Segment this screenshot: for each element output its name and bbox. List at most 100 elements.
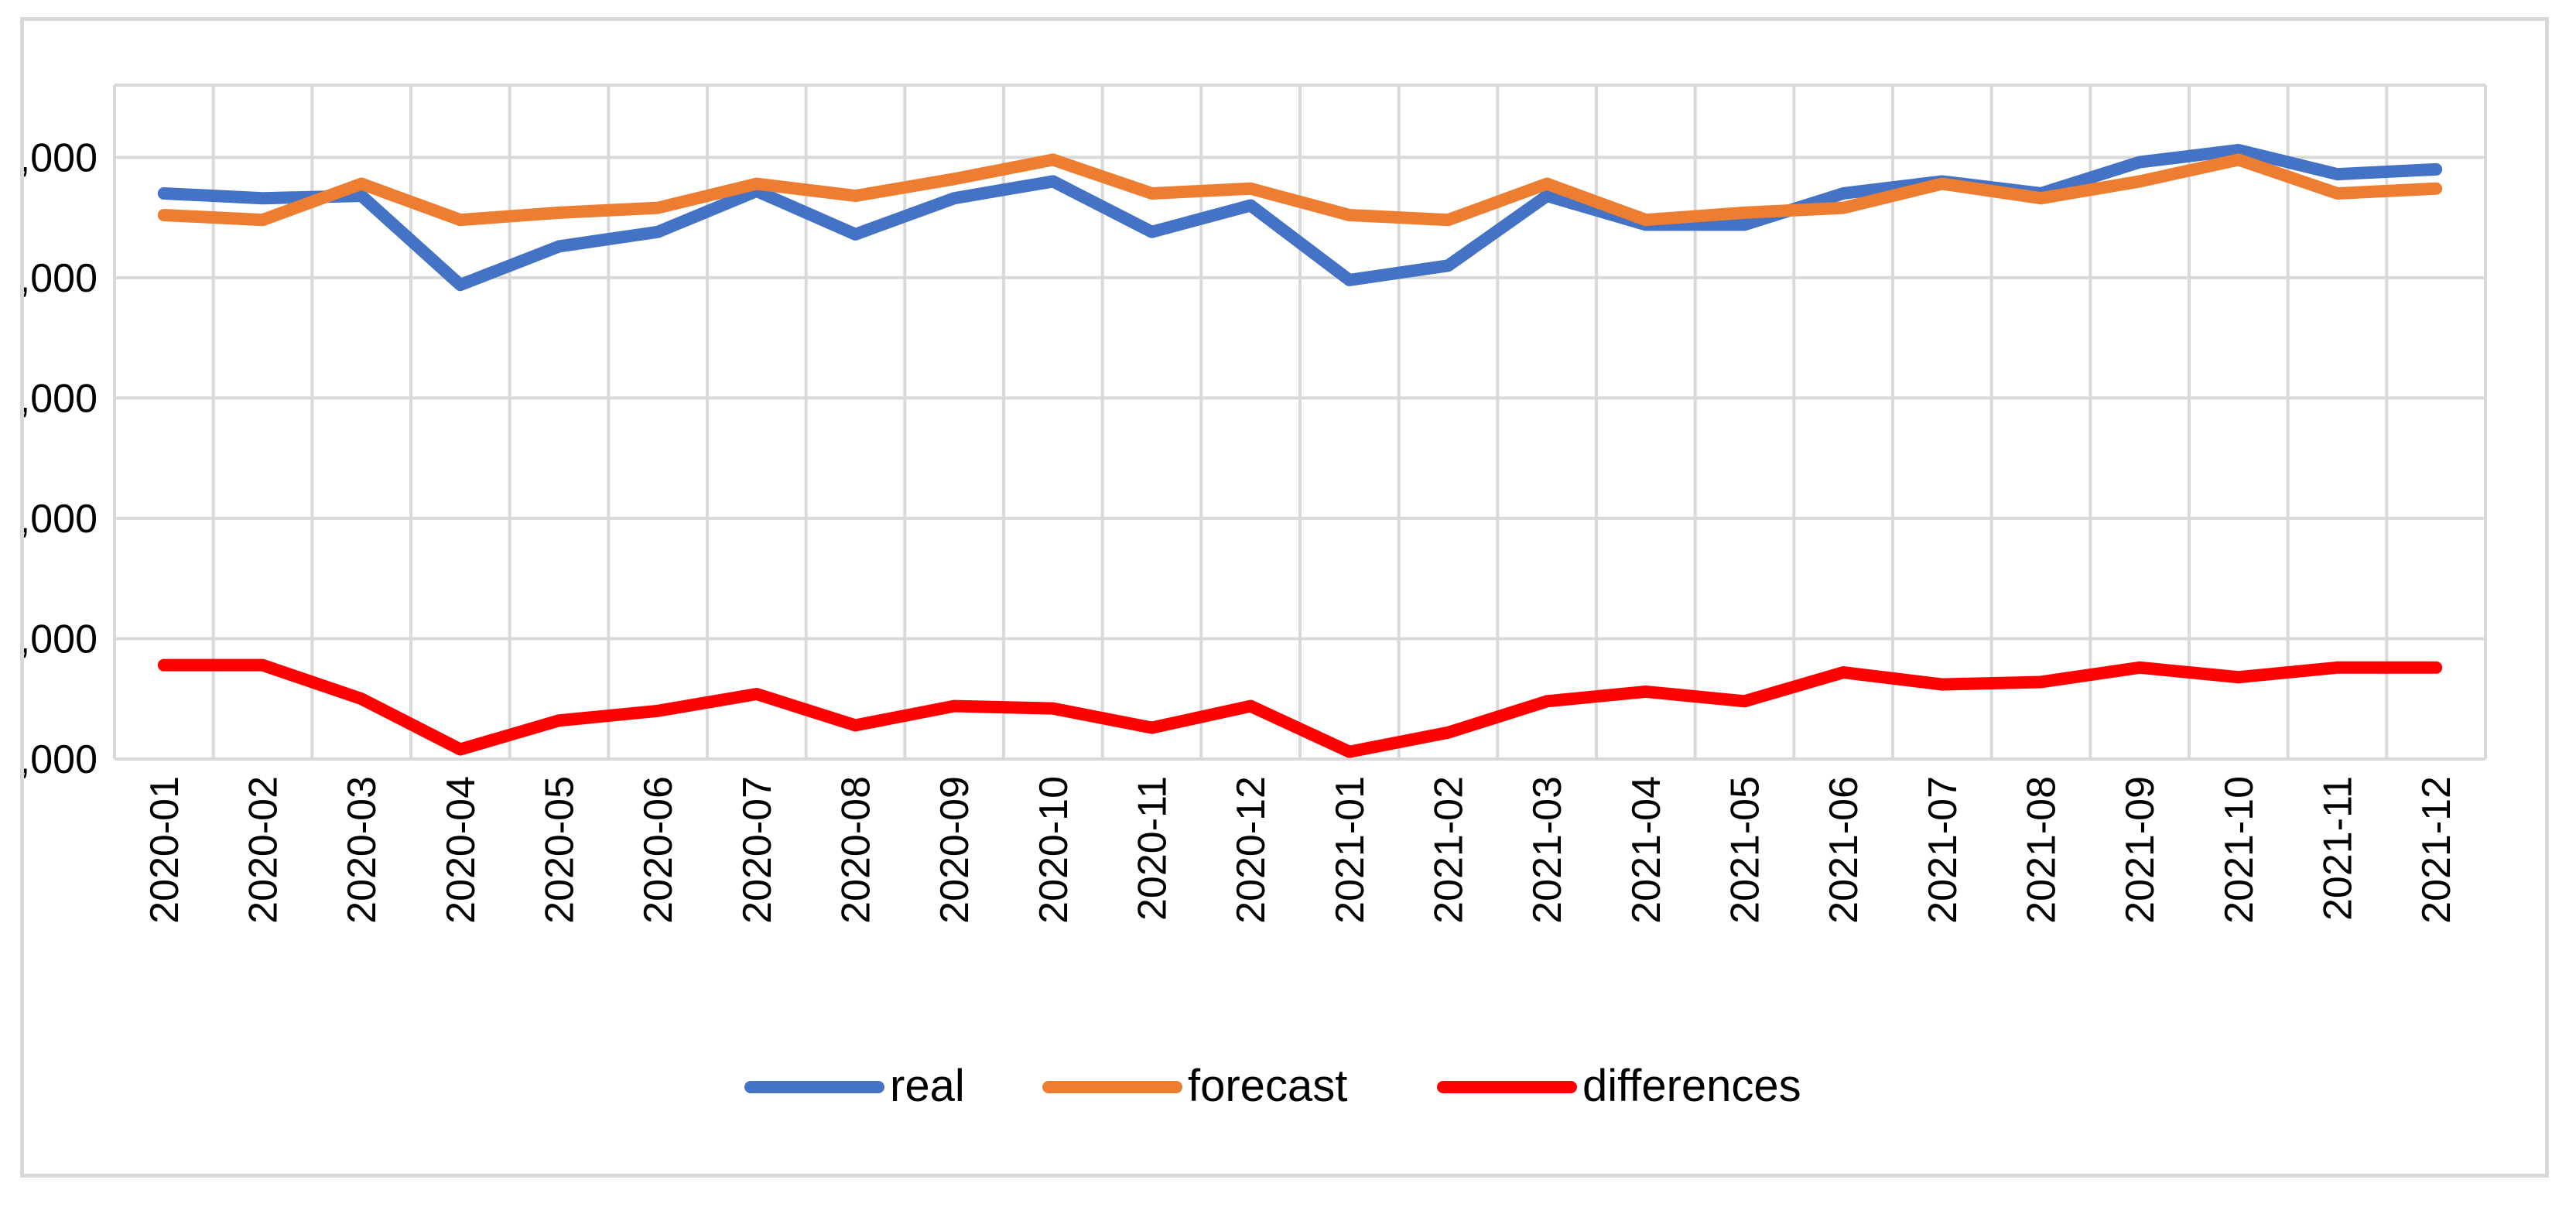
x-tick-label: 2021-01 xyxy=(1328,776,1373,924)
series-line-differences xyxy=(157,658,2443,758)
data-point-differences xyxy=(2335,665,2340,670)
x-tick-label: 2021-06 xyxy=(1822,776,1866,924)
x-tick-label: 2020-06 xyxy=(636,776,681,924)
data-point-forecast xyxy=(2434,186,2438,191)
x-tick-label: 2021-10 xyxy=(2217,776,2262,924)
data-point-real xyxy=(557,244,562,248)
data-point-real xyxy=(655,230,660,234)
data-point-forecast xyxy=(2236,157,2241,162)
data-point-differences xyxy=(1644,689,1648,694)
data-point-real xyxy=(2236,148,2241,152)
x-tick-label: 2021-05 xyxy=(1723,776,1768,924)
data-point-real xyxy=(261,196,265,200)
x-tick-label: 2020-11 xyxy=(1131,776,1175,921)
x-tick-label: 2021-03 xyxy=(1525,776,1570,924)
data-point-real xyxy=(2137,160,2142,165)
data-point-differences xyxy=(261,663,265,668)
data-point-forecast xyxy=(261,217,265,222)
data-point-differences xyxy=(2236,675,2241,679)
x-tick-label: 2020-04 xyxy=(439,776,484,924)
data-point-differences xyxy=(1446,730,1451,735)
data-point-forecast xyxy=(1248,186,1253,191)
y-tick-label: 2,000 xyxy=(24,617,97,662)
data-point-real xyxy=(458,282,463,287)
data-point-differences xyxy=(655,709,660,713)
y-tick-label: 7,000 xyxy=(24,497,97,542)
legend: real forecast differences xyxy=(744,1061,1801,1111)
data-point-real xyxy=(1841,191,1846,196)
data-point-differences xyxy=(1940,682,1945,687)
line-chart: -3,000 2,000 7,000 12,000 17,000 22,000 2020-… xyxy=(24,84,2487,1111)
x-tick-label: 2020-03 xyxy=(340,776,385,924)
data-point-differences xyxy=(1248,704,1253,709)
data-point-real xyxy=(1446,263,1451,268)
data-point-real xyxy=(2335,172,2340,176)
chart-frame: -3,000 2,000 7,000 12,000 17,000 22,000 2020-… xyxy=(20,17,2549,1178)
data-point-forecast xyxy=(1940,182,1945,186)
x-tick-label: 2021-07 xyxy=(1921,776,1965,924)
data-point-forecast xyxy=(2039,196,2044,200)
data-point-forecast xyxy=(1841,206,1846,210)
x-tick-label: 2020-01 xyxy=(142,776,187,924)
data-point-forecast xyxy=(359,182,364,186)
data-point-differences xyxy=(1841,670,1846,675)
data-point-differences xyxy=(359,696,364,701)
data-point-forecast xyxy=(2137,179,2142,183)
gridlines xyxy=(113,84,2487,761)
data-point-real xyxy=(952,196,956,200)
data-point-forecast xyxy=(754,182,759,186)
x-tick-label: 2021-12 xyxy=(2414,776,2459,924)
data-point-differences xyxy=(1150,726,1155,730)
data-point-forecast xyxy=(557,210,562,215)
data-point-forecast xyxy=(1347,213,1352,217)
data-point-forecast xyxy=(1644,217,1648,222)
data-point-differences xyxy=(1545,699,1549,703)
data-point-differences xyxy=(2137,665,2142,670)
x-axis: 2020-01 2020-02 2020-03 2020-04 2020-05 2020-… xyxy=(142,776,2459,924)
x-tick-label: 2020-07 xyxy=(735,776,780,924)
data-point-forecast xyxy=(2335,191,2340,196)
x-tick-label: 2020-10 xyxy=(1031,776,1076,924)
data-point-differences xyxy=(557,718,562,723)
data-point-real xyxy=(359,193,364,198)
data-point-forecast xyxy=(1051,157,1055,162)
x-tick-label: 2021-09 xyxy=(2118,776,2163,924)
data-point-real xyxy=(1347,278,1352,282)
data-point-forecast xyxy=(1150,191,1155,196)
data-point-differences xyxy=(162,663,166,668)
data-point-real xyxy=(1248,203,1253,208)
data-point-real xyxy=(1545,193,1549,198)
data-point-real xyxy=(1051,179,1055,183)
data-point-real xyxy=(2434,167,2438,172)
x-tick-label: 2021-08 xyxy=(2020,776,2065,924)
y-axis: -3,000 2,000 7,000 12,000 17,000 22,000 xyxy=(24,135,97,782)
series-line-real xyxy=(157,143,2443,292)
y-tick-label: 17,000 xyxy=(24,256,97,301)
data-point-real xyxy=(162,191,166,196)
data-point-differences xyxy=(1347,750,1352,754)
data-point-real xyxy=(854,232,858,237)
series-group xyxy=(157,143,2443,758)
y-tick-label: 22,000 xyxy=(24,135,97,180)
x-tick-label: 2021-02 xyxy=(1427,776,1472,924)
data-point-real xyxy=(1150,230,1155,234)
x-tick-label: 2021-11 xyxy=(2316,776,2361,921)
y-tick-label: -3,000 xyxy=(24,737,97,782)
data-point-differences xyxy=(1743,699,1747,703)
x-tick-label: 2020-09 xyxy=(932,776,977,924)
data-point-forecast xyxy=(1446,217,1451,222)
data-point-forecast xyxy=(952,176,956,181)
x-tick-label: 2020-08 xyxy=(834,776,879,924)
x-tick-label: 2020-02 xyxy=(241,776,286,924)
data-point-forecast xyxy=(162,213,166,217)
data-point-differences xyxy=(458,747,463,752)
y-tick-label: 12,000 xyxy=(24,376,97,421)
x-tick-label: 2020-12 xyxy=(1229,776,1274,924)
data-point-forecast xyxy=(854,193,858,198)
x-tick-label: 2020-05 xyxy=(538,776,583,924)
legend-label-real: real xyxy=(890,1061,965,1111)
data-point-forecast xyxy=(655,206,660,210)
series-line-forecast xyxy=(157,153,2443,227)
data-point-differences xyxy=(1051,706,1055,711)
x-tick-label: 2021-04 xyxy=(1624,776,1669,924)
